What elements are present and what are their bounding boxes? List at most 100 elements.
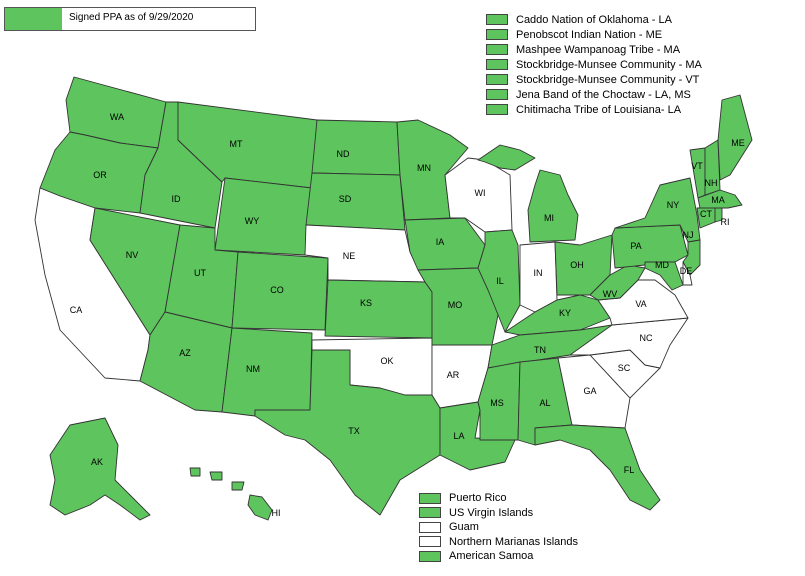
territory-label: Northern Marianas Islands: [449, 535, 579, 548]
tribe-label: Penobscot Indian Nation - ME: [516, 28, 663, 41]
state-label-PA: PA: [630, 241, 641, 251]
signed-legend: Signed PPA as of 9/29/2020: [4, 7, 256, 31]
state-NY: [614, 177, 701, 243]
state-label-KS: KS: [360, 298, 372, 308]
state-label-WA: WA: [110, 112, 124, 122]
tribe-swatch: [486, 104, 508, 115]
state-label-ID: ID: [172, 194, 182, 204]
tribe-swatch: [486, 74, 508, 85]
tribe-entry: Caddo Nation of Oklahoma - LA: [486, 12, 702, 27]
state-label-SC: SC: [618, 363, 631, 373]
state-label-MN: MN: [417, 163, 431, 173]
state-label-WY: WY: [245, 216, 260, 226]
state-label-SD: SD: [339, 194, 352, 204]
state-MI-upper: [477, 144, 536, 171]
state-label-MA: MA: [711, 195, 725, 205]
state-label-IN: IN: [534, 268, 543, 278]
state-label-NJ: NJ: [683, 230, 694, 240]
territory-label: US Virgin Islands: [449, 506, 534, 519]
state-IA: [404, 217, 486, 271]
state-SD: [305, 172, 406, 231]
state-label-VT: VT: [691, 161, 703, 171]
state-label-AR: AR: [447, 370, 460, 380]
tribe-label: Jena Band of the Choctaw - LA, MS: [516, 88, 691, 101]
state-label-GA: GA: [583, 386, 596, 396]
state-label-CO: CO: [270, 285, 284, 295]
state-HI: [247, 494, 273, 521]
state-label-NE: NE: [343, 251, 356, 261]
state-GA: [557, 354, 631, 429]
state-label-MS: MS: [490, 398, 504, 408]
territory-legend: Puerto Rico US Virgin Islands Guam North…: [419, 491, 578, 564]
state-KS: [324, 279, 433, 339]
tribe-label: Stockbridge-Munsee Community - MA: [516, 58, 702, 71]
tribe-swatch: [486, 89, 508, 100]
state-label-MI: MI: [544, 213, 554, 223]
state-label-IA: IA: [436, 237, 445, 247]
tribe-label: Stockbridge-Munsee Community - VT: [516, 73, 700, 86]
tribe-swatch: [486, 14, 508, 25]
state-label-OH: OH: [570, 260, 584, 270]
territory-label: Puerto Rico: [449, 492, 507, 505]
state-TX: [254, 349, 441, 516]
state-HI-kauai: [189, 467, 201, 477]
state-label-WV: WV: [603, 289, 618, 299]
territory-swatch: [419, 521, 441, 533]
state-ND: [311, 119, 401, 176]
state-label-MO: MO: [448, 300, 463, 310]
tribe-entry: Chitimacha Tribe of Louisiana- LA: [486, 102, 702, 117]
territory-swatch: [419, 492, 441, 504]
state-label-NV: NV: [126, 250, 139, 260]
state-AK: [49, 417, 151, 521]
tribe-label: Chitimacha Tribe of Louisiana- LA: [516, 103, 682, 116]
tribe-label: Caddo Nation of Oklahoma - LA: [516, 13, 672, 26]
state-label-OR: OR: [93, 170, 107, 180]
territory-entry: Northern Marianas Islands: [419, 535, 578, 550]
territory-swatch: [419, 507, 441, 519]
state-label-NH: NH: [705, 178, 718, 188]
state-label-OK: OK: [380, 356, 393, 366]
territory-entry: US Virgin Islands: [419, 506, 578, 521]
tribe-swatch: [486, 29, 508, 40]
state-label-RI: RI: [721, 217, 730, 227]
tribe-entry: Stockbridge-Munsee Community - MA: [486, 57, 702, 72]
state-label-NY: NY: [667, 200, 680, 210]
state-MD: [644, 261, 684, 291]
state-label-AK: AK: [91, 457, 103, 467]
state-HI-maui: [231, 481, 245, 491]
state-RI: [714, 207, 723, 223]
territory-label: Guam: [449, 521, 479, 534]
state-FL: [534, 424, 661, 511]
state-label-WI: WI: [475, 188, 486, 198]
territory-swatch: [419, 536, 441, 548]
state-label-AL: AL: [539, 398, 550, 408]
state-label-NM: NM: [246, 364, 260, 374]
state-label-UT: UT: [194, 268, 206, 278]
state-label-FL: FL: [624, 465, 635, 475]
territory-entry: American Samoa: [419, 549, 578, 564]
signed-legend-label: Signed PPA as of 9/29/2020: [69, 12, 194, 23]
state-label-AZ: AZ: [179, 348, 191, 358]
state-label-LA: LA: [453, 431, 464, 441]
state-NM: [221, 327, 313, 417]
tribe-entry: Jena Band of the Choctaw - LA, MS: [486, 87, 702, 102]
state-label-ME: ME: [731, 138, 745, 148]
signed-legend-swatch: [5, 8, 62, 30]
state-label-IL: IL: [496, 276, 504, 286]
state-WY: [214, 177, 313, 256]
tribe-label: Mashpee Wampanoag Tribe - MA: [516, 43, 681, 56]
territory-entry: Guam: [419, 520, 578, 535]
state-WV: [589, 264, 646, 301]
tribe-legend: Caddo Nation of Oklahoma - LA Penobscot …: [486, 12, 702, 117]
state-ME: [717, 94, 753, 181]
state-label-CT: CT: [700, 209, 712, 219]
tribe-entry: Penobscot Indian Nation - ME: [486, 27, 702, 42]
state-MI: [527, 169, 579, 243]
state-label-NC: NC: [640, 333, 653, 343]
state-label-HI: HI: [272, 508, 281, 518]
territory-label: American Samoa: [449, 550, 534, 563]
state-label-KY: KY: [559, 308, 571, 318]
state-DE: [682, 261, 693, 286]
tribe-swatch: [486, 44, 508, 55]
state-label-VA: VA: [635, 299, 646, 309]
